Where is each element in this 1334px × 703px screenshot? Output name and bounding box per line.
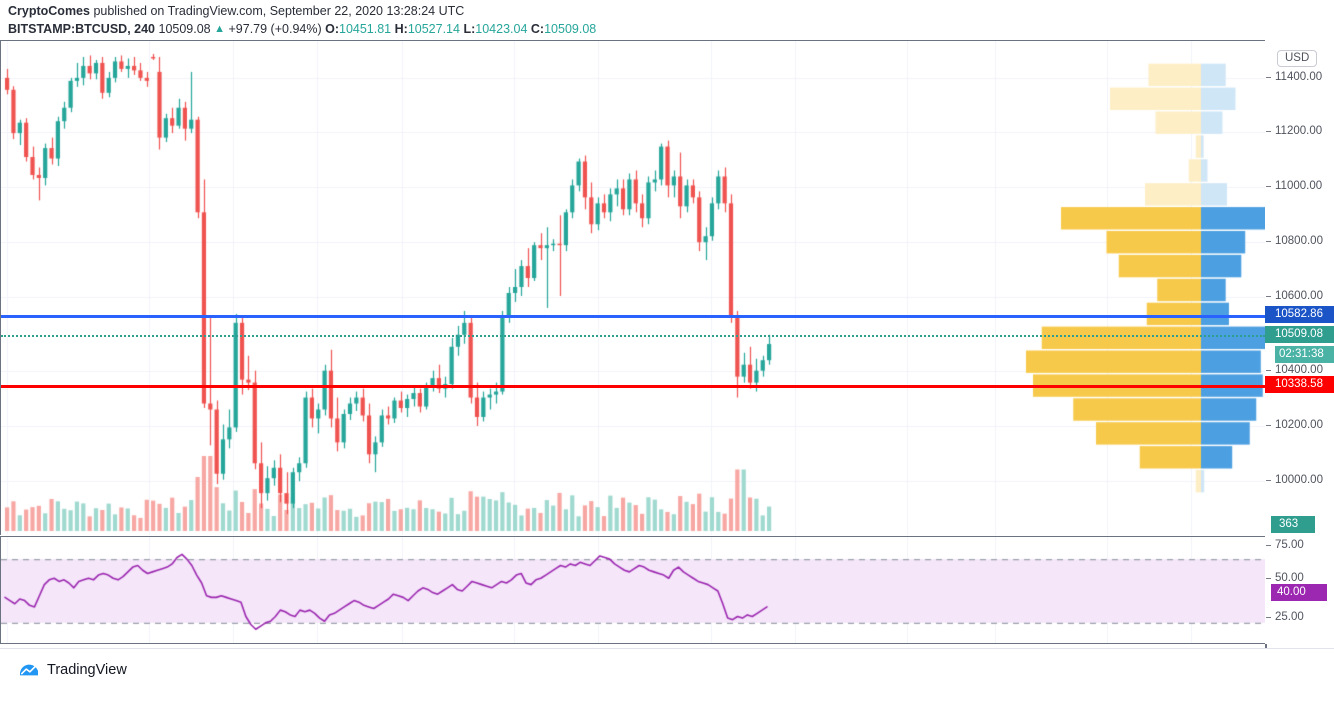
published-text: published on TradingView.com, September … bbox=[93, 4, 465, 18]
high-value: 10527.14 bbox=[407, 22, 460, 36]
price-tick-mark bbox=[1266, 77, 1271, 78]
low-label: L: bbox=[463, 22, 476, 36]
open-value: 10451.81 bbox=[339, 22, 392, 36]
rsi-canvas bbox=[1, 537, 1265, 643]
last-price-badge[interactable]: 10509.08 bbox=[1265, 325, 1334, 343]
candlestick-canvas bbox=[1, 41, 1265, 535]
up-triangle-icon: ▲ bbox=[214, 23, 226, 35]
tradingview-logo[interactable]: TradingView bbox=[18, 661, 127, 679]
currency-pill[interactable]: USD bbox=[1277, 50, 1318, 67]
price-axis[interactable]: USD 11400.00 11200.00 11000.00 10800.00 1060… bbox=[1265, 40, 1334, 630]
rsi-pane[interactable] bbox=[0, 536, 1265, 644]
rsi-tick-label: 25.00 bbox=[1275, 611, 1304, 623]
price-tick-label: 10600.00 bbox=[1275, 290, 1323, 302]
rsi-tick-mark bbox=[1266, 545, 1271, 546]
price-tick-label: 10200.00 bbox=[1275, 419, 1323, 431]
rsi-value-badge[interactable]: 40.00 bbox=[1271, 583, 1327, 601]
support-line[interactable] bbox=[1, 385, 1265, 388]
price-tick-mark bbox=[1266, 241, 1271, 242]
footer-bar: TradingView bbox=[0, 648, 1334, 703]
publisher-name: CryptoComes bbox=[8, 4, 90, 18]
price-tick-mark bbox=[1266, 480, 1271, 481]
chart-frame: 27Sep47101417212428Oct58 bbox=[0, 40, 1334, 671]
price-tick-label: 11200.00 bbox=[1275, 125, 1323, 137]
support-price-badge[interactable]: 10338.58 bbox=[1265, 375, 1334, 393]
tradingview-logo-text: TradingView bbox=[47, 662, 127, 678]
rsi-tick-label: 50.00 bbox=[1275, 572, 1304, 584]
symbol-label: BITSTAMP:BTCUSD, 240 bbox=[8, 22, 156, 36]
close-value: 10509.08 bbox=[544, 22, 597, 36]
last-price-legend: 10509.08 bbox=[158, 22, 211, 36]
countdown-badge[interactable]: 02:31:38 bbox=[1275, 345, 1334, 363]
high-label: H: bbox=[394, 22, 408, 36]
resistance-price-badge[interactable]: 10582.86 bbox=[1265, 305, 1334, 323]
price-tick-label: 10800.00 bbox=[1275, 235, 1323, 247]
volume-badge[interactable]: 363 bbox=[1271, 515, 1315, 533]
symbol-legend: BITSTAMP:BTCUSD, 240 10509.08 ▲ +97.79 (… bbox=[8, 22, 596, 38]
resistance-line[interactable] bbox=[1, 315, 1265, 318]
price-tick-mark bbox=[1266, 370, 1271, 371]
rsi-tick-mark bbox=[1266, 617, 1271, 618]
price-tick-mark bbox=[1266, 425, 1271, 426]
price-tick-label: 10400.00 bbox=[1275, 364, 1323, 376]
price-tick-mark bbox=[1266, 131, 1271, 132]
last-price-line[interactable] bbox=[1, 335, 1265, 337]
chart-attribution: CryptoComes published on TradingView.com… bbox=[8, 4, 464, 19]
close-label: C: bbox=[530, 22, 545, 36]
tradingview-logo-icon bbox=[20, 664, 38, 676]
price-tick-label: 10000.00 bbox=[1275, 474, 1323, 486]
change-legend: +97.79 (+0.94%) bbox=[228, 22, 322, 36]
price-tick-label: 11000.00 bbox=[1275, 180, 1323, 192]
price-pane[interactable] bbox=[0, 40, 1265, 535]
price-tick-label: 11400.00 bbox=[1275, 71, 1323, 83]
price-tick-mark bbox=[1266, 186, 1271, 187]
rsi-tick-label: 75.00 bbox=[1275, 539, 1304, 551]
low-value: 10423.04 bbox=[475, 22, 528, 36]
rsi-tick-mark bbox=[1266, 578, 1271, 579]
price-tick-mark bbox=[1266, 296, 1271, 297]
open-label: O: bbox=[325, 22, 339, 36]
